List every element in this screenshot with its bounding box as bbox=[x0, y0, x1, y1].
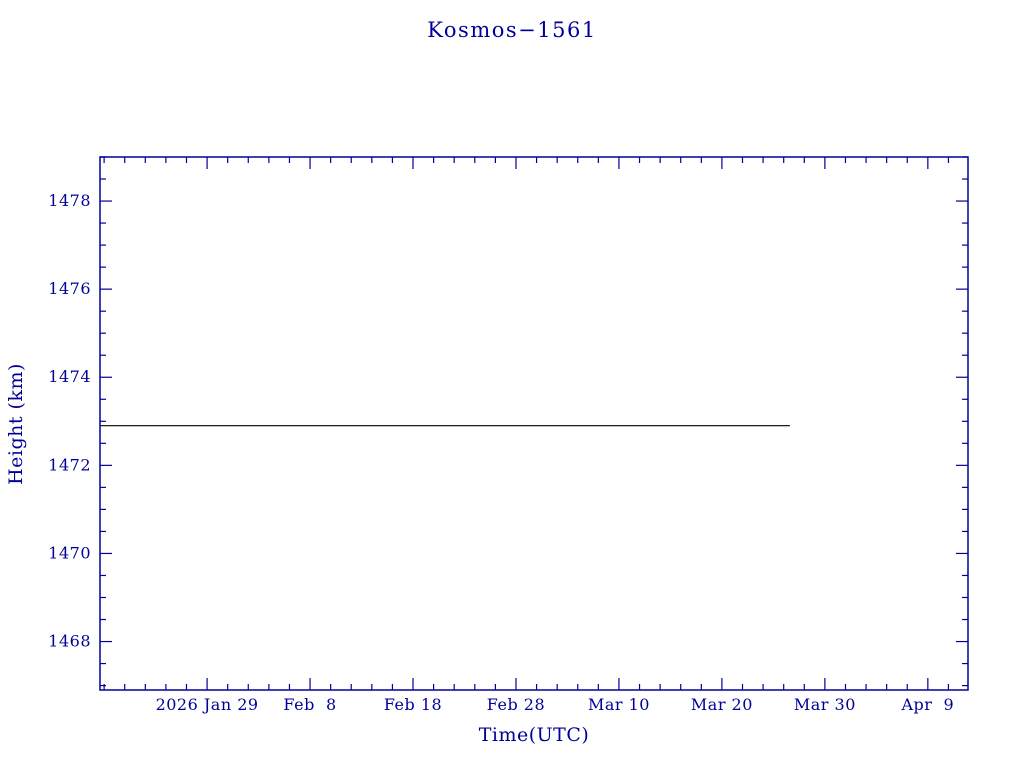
x-tick-label: Mar 10 bbox=[588, 695, 650, 714]
y-tick-label: 1474 bbox=[48, 367, 91, 386]
chart-title: Kosmos−1561 bbox=[427, 18, 596, 42]
y-axis-label: Height (km) bbox=[5, 363, 27, 485]
y-tick-label: 1468 bbox=[48, 632, 91, 651]
y-tick-label: 1470 bbox=[48, 543, 91, 562]
y-tick-label: 1476 bbox=[48, 279, 91, 298]
x-tick-label: Apr 9 bbox=[900, 695, 954, 714]
x-tick-label: Feb 18 bbox=[384, 695, 442, 714]
x-tick-label: 2026 Jan 29 bbox=[156, 695, 259, 714]
x-axis-label: Time(UTC) bbox=[479, 724, 590, 746]
plot-border bbox=[99, 156, 969, 691]
tick-labels: 2026 Jan 29 Feb 8 Feb 18 Feb 28 Mar 10 Mar 20… bbox=[48, 191, 954, 714]
plot-frame bbox=[99, 156, 969, 691]
x-tick-label: Mar 30 bbox=[794, 695, 856, 714]
x-tick-label: Feb 28 bbox=[487, 695, 545, 714]
y-tick-label: 1478 bbox=[48, 191, 91, 210]
x-tick-label: Mar 20 bbox=[691, 695, 753, 714]
x-tick-label: Feb 8 bbox=[283, 695, 336, 714]
y-tick-label: 1472 bbox=[48, 455, 91, 474]
axis-ticks bbox=[100, 156, 968, 690]
